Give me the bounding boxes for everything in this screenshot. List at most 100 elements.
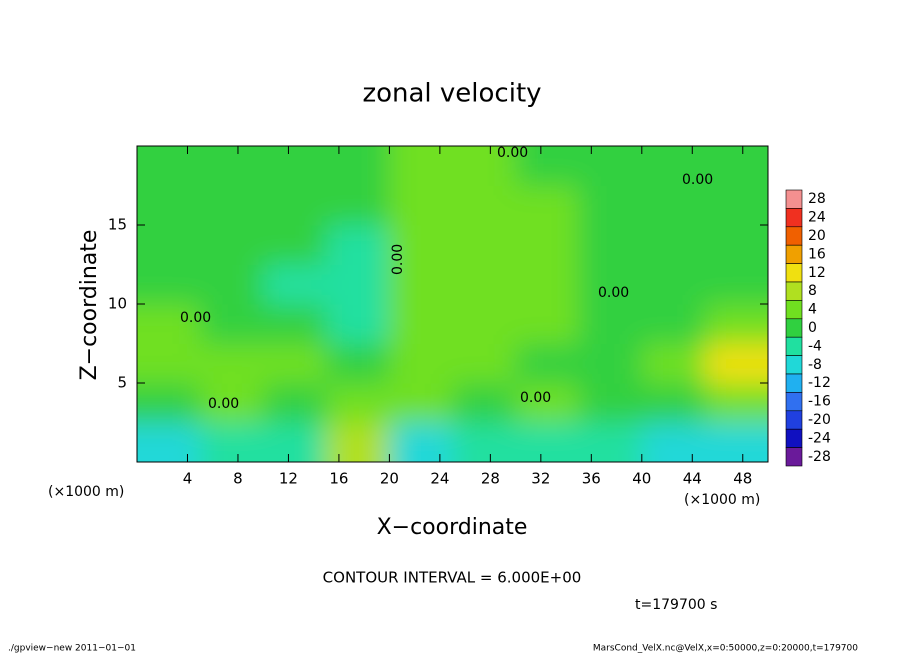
- field-cell: [641, 422, 706, 462]
- x-axis-label: X−coordinate: [377, 515, 528, 540]
- field-cell: [515, 264, 580, 305]
- colorbar-label: -16: [808, 394, 831, 410]
- contour-label: 0.00: [682, 172, 713, 188]
- colorbar-label: -24: [808, 430, 831, 446]
- field-cell: [515, 146, 580, 186]
- field-cell: [452, 146, 517, 186]
- field-cell: [641, 383, 706, 423]
- field-cell: [137, 383, 201, 423]
- colorbar-box: [785, 428, 803, 448]
- field-cell: [200, 343, 264, 384]
- x-tick-label: 40: [632, 470, 651, 488]
- colorbar-box: [785, 373, 803, 393]
- field-cell: [578, 185, 643, 226]
- x-tick-label: 36: [582, 470, 601, 488]
- field-cell: [200, 383, 264, 423]
- field-cell: [452, 304, 517, 344]
- field-cell: [452, 225, 517, 265]
- field-cell: [578, 264, 643, 305]
- field-cell: [704, 146, 768, 186]
- field-cell: [452, 343, 517, 384]
- x-tick-label: 44: [683, 470, 702, 488]
- colorbar-box: [785, 447, 803, 467]
- time-label: t=179700 s: [635, 597, 717, 613]
- contour-label: 0.00: [598, 285, 629, 301]
- field-cell: [200, 264, 264, 305]
- field-cell: [137, 343, 201, 384]
- x-unit-right: (×1000 m): [684, 492, 760, 508]
- field-cell: [704, 185, 768, 226]
- colorbar-box: [785, 300, 803, 320]
- colorbar-box: [785, 355, 803, 375]
- x-tick-label: 48: [733, 470, 752, 488]
- cells: [137, 146, 768, 462]
- field-cell: [389, 264, 453, 305]
- x-tick-label: 4: [183, 470, 193, 488]
- field-cell: [326, 343, 390, 384]
- colorbar-label: 0: [808, 320, 817, 336]
- field-cell: [515, 225, 580, 265]
- field-cell: [515, 422, 580, 462]
- field-cell: [326, 383, 390, 423]
- field-cell: [641, 264, 706, 305]
- field-cell: [389, 146, 453, 186]
- field-cell: [704, 225, 768, 265]
- contour-interval: CONTOUR INTERVAL = 6.000E+00: [323, 569, 582, 587]
- field-cell: [515, 343, 580, 384]
- colorbar-box: [785, 244, 803, 264]
- field-cell: [200, 225, 264, 265]
- x-unit-left: (×1000 m): [48, 484, 124, 500]
- field-cell: [263, 304, 327, 344]
- colorbar-box: [785, 392, 803, 412]
- field-cell: [704, 304, 768, 344]
- colorbar-label: 20: [808, 228, 826, 244]
- field-cell: [389, 185, 453, 226]
- field-cell: [578, 146, 643, 186]
- y-tick-label: 5: [117, 374, 127, 392]
- field-cell: [137, 146, 201, 186]
- field-cell: [263, 383, 327, 423]
- field-cell: [263, 264, 327, 305]
- x-tick-label: 20: [380, 470, 399, 488]
- colorbar-box: [785, 189, 803, 209]
- footer-left: ./gpview−new 2011−01−01: [8, 644, 136, 654]
- field-cell: [641, 185, 706, 226]
- field-cell: [326, 422, 390, 462]
- colorbar-label: -8: [808, 357, 822, 373]
- colorbar-label: 4: [808, 302, 817, 318]
- field-cell: [452, 185, 517, 226]
- field-cell: [515, 185, 580, 226]
- colorbar-label: 28: [808, 191, 826, 207]
- footer-right: MarsCond_VelX.nc@VelX,x=0:50000,z=0:2000…: [593, 644, 858, 654]
- field-cell: [263, 343, 327, 384]
- field-cell: [389, 383, 453, 423]
- field-cell: [515, 304, 580, 344]
- field-cell: [326, 264, 390, 305]
- field-cell: [389, 225, 453, 265]
- contour-label: 0.00: [390, 244, 406, 275]
- field-cell: [641, 146, 706, 186]
- field-cell: [263, 146, 327, 186]
- field-cell: [200, 146, 264, 186]
- field-cell: [704, 422, 768, 462]
- field-cell: [704, 264, 768, 305]
- x-tick-label: 16: [329, 470, 348, 488]
- colorbar-label: 8: [808, 283, 817, 299]
- field-cell: [137, 422, 201, 462]
- field-cell: [137, 185, 201, 226]
- x-tick-label: 32: [531, 470, 550, 488]
- colorbar-box: [785, 263, 803, 283]
- field-cell: [263, 225, 327, 265]
- contour-label: 0.00: [180, 310, 211, 326]
- field-cell: [137, 225, 201, 265]
- y-tick-label: 15: [108, 216, 127, 234]
- x-tick-label: 28: [481, 470, 500, 488]
- colorbar-label: -12: [808, 375, 831, 391]
- field-cell: [641, 343, 706, 384]
- colorbar-label: -28: [808, 449, 831, 465]
- colorbar-label: 12: [808, 265, 826, 281]
- x-tick-label: 24: [430, 470, 449, 488]
- field-cell: [326, 225, 390, 265]
- colorbar-label: -4: [808, 338, 822, 354]
